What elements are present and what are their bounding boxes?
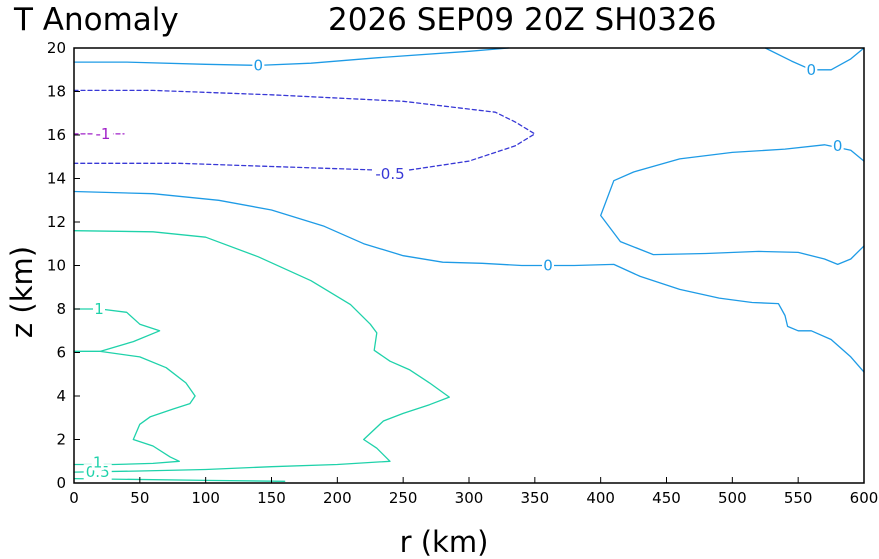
x-tick-label: 50	[130, 489, 149, 507]
x-axis: 0 50 100 150 200 250 300 350 400 450 500 550 600	[69, 477, 878, 507]
contour-line	[73, 89, 536, 172]
y-tick-label: 0	[56, 474, 66, 492]
y-tick-label: 14	[47, 170, 66, 188]
y-tick-label: 18	[47, 83, 66, 101]
x-tick-label: 300	[455, 489, 484, 507]
contour-label: -1	[95, 125, 110, 143]
y-tick-label: 2	[56, 431, 66, 449]
contour-label-mask	[805, 61, 818, 78]
contour-label: -0.5	[375, 165, 404, 183]
contour-line	[600, 144, 865, 266]
x-tick-label: 600	[850, 489, 879, 507]
contour-label-mask	[92, 125, 113, 142]
x-tick-label: 550	[784, 489, 813, 507]
y-tick-label: 6	[56, 344, 66, 362]
contour-label-mask	[83, 464, 112, 481]
plot-frame	[73, 47, 865, 484]
x-tick-label: 200	[323, 489, 352, 507]
chart-title-right: 2026 SEP09 20Z SH0326	[328, 2, 716, 38]
contour-line	[73, 230, 450, 473]
contour-line	[73, 350, 196, 466]
y-axis: 0 2 4 6 8 10 12 14 16 18 20	[47, 39, 80, 492]
contour-label-mask	[372, 166, 408, 183]
contour-label: 0	[254, 56, 264, 74]
contour-line	[73, 308, 161, 353]
contour-label-mask	[91, 454, 104, 471]
contour-label: 0	[543, 257, 553, 275]
contour-label: 1	[93, 453, 103, 471]
contour-line	[73, 190, 865, 373]
y-tick-label: 8	[56, 300, 66, 318]
y-axis-label: z (km)	[5, 246, 39, 338]
contour-line	[764, 47, 865, 71]
plot-area	[73, 47, 865, 482]
x-axis-label: r (km)	[400, 525, 489, 559]
contour-label: 0	[833, 137, 843, 155]
y-tick-label: 16	[47, 126, 66, 144]
x-tick-label: 350	[521, 489, 550, 507]
contour-line	[73, 47, 510, 67]
x-tick-label: 100	[191, 489, 220, 507]
x-tick-label: 150	[257, 489, 286, 507]
y-tick-label: 10	[47, 257, 66, 275]
x-tick-label: 250	[389, 489, 418, 507]
contour-label-mask	[93, 301, 106, 317]
chart-title-left: T Anomaly	[13, 2, 179, 38]
y-tick-label: 12	[47, 213, 66, 231]
contour-label-mask	[831, 137, 844, 154]
x-tick-label: 500	[718, 489, 747, 507]
x-tick-label: 400	[586, 489, 615, 507]
contour-label-mask	[252, 57, 265, 74]
x-tick-label: 0	[69, 489, 79, 507]
x-tick-label: 450	[652, 489, 681, 507]
contour-label: 0	[807, 61, 817, 79]
contour-label-mask	[542, 257, 554, 274]
y-tick-label: 20	[47, 39, 66, 57]
y-tick-label: 4	[56, 387, 66, 405]
contour-label: 1	[94, 300, 104, 318]
